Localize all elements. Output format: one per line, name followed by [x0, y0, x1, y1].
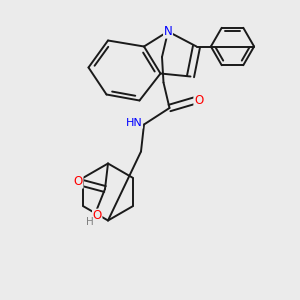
- Text: O: O: [93, 209, 102, 222]
- Text: H: H: [85, 217, 93, 227]
- Text: O: O: [194, 94, 203, 107]
- Text: O: O: [74, 175, 83, 188]
- Text: HN: HN: [126, 118, 142, 128]
- Text: N: N: [164, 25, 172, 38]
